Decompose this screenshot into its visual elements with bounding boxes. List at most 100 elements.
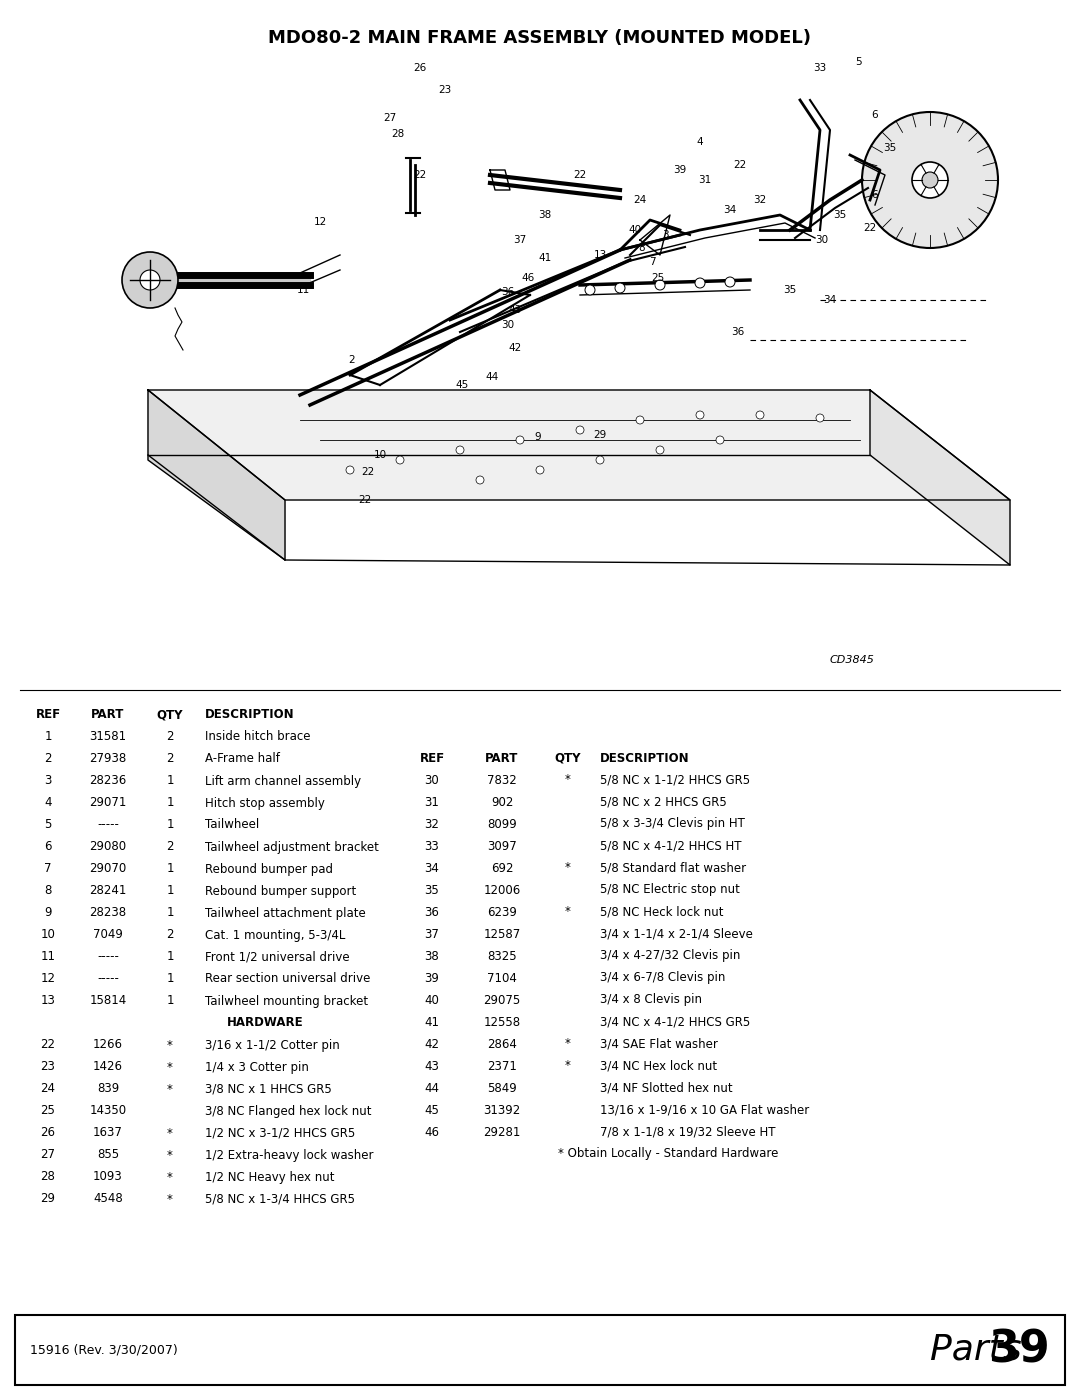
- Text: 1: 1: [166, 862, 174, 876]
- Text: 6239: 6239: [487, 905, 517, 918]
- Circle shape: [596, 455, 604, 464]
- Text: 35: 35: [883, 142, 896, 154]
- Text: Parts: Parts: [930, 1333, 1034, 1368]
- Text: 36: 36: [501, 286, 515, 298]
- Text: 3/4 NF Slotted hex nut: 3/4 NF Slotted hex nut: [600, 1081, 732, 1094]
- Text: 1093: 1093: [93, 1171, 123, 1183]
- Text: 4: 4: [44, 796, 52, 809]
- Text: 31392: 31392: [484, 1104, 521, 1116]
- Text: 1: 1: [166, 950, 174, 964]
- Text: 5/8 NC x 4-1/2 HHCS HT: 5/8 NC x 4-1/2 HHCS HT: [600, 840, 742, 852]
- Text: 43: 43: [424, 1059, 440, 1073]
- Text: 22: 22: [863, 224, 877, 233]
- Text: *: *: [167, 1171, 173, 1183]
- Text: 1: 1: [166, 796, 174, 809]
- Text: 23: 23: [438, 85, 451, 95]
- Text: 5/8 Standard flat washer: 5/8 Standard flat washer: [600, 862, 746, 875]
- Text: 902: 902: [490, 795, 513, 809]
- Text: 29281: 29281: [484, 1126, 521, 1139]
- Text: 10: 10: [374, 450, 387, 460]
- Polygon shape: [148, 390, 285, 560]
- Text: 15916 (Rev. 3/30/2007): 15916 (Rev. 3/30/2007): [30, 1344, 178, 1356]
- Text: 29070: 29070: [90, 862, 126, 876]
- Text: 44: 44: [424, 1081, 440, 1094]
- Text: 28236: 28236: [90, 774, 126, 788]
- Text: 1: 1: [166, 819, 174, 831]
- Text: 3/8 NC x 1 HHCS GR5: 3/8 NC x 1 HHCS GR5: [205, 1083, 332, 1095]
- Text: REF: REF: [419, 752, 445, 764]
- Text: * Obtain Locally - Standard Hardware: * Obtain Locally - Standard Hardware: [558, 1147, 779, 1161]
- Text: 33: 33: [813, 63, 826, 73]
- Text: 3: 3: [44, 774, 52, 788]
- Text: 3/4 NC x 4-1/2 HHCS GR5: 3/4 NC x 4-1/2 HHCS GR5: [600, 1016, 751, 1028]
- Text: 41: 41: [424, 1016, 440, 1028]
- Circle shape: [396, 455, 404, 464]
- Text: 28: 28: [41, 1171, 55, 1183]
- Text: 12558: 12558: [484, 1016, 521, 1028]
- Text: 22: 22: [414, 170, 427, 180]
- Text: 6: 6: [872, 190, 878, 200]
- Circle shape: [456, 446, 464, 454]
- Text: 39: 39: [673, 165, 687, 175]
- Text: 3/4 x 8 Clevis pin: 3/4 x 8 Clevis pin: [600, 993, 702, 1006]
- Text: 40: 40: [424, 993, 440, 1006]
- Text: 22: 22: [362, 467, 375, 476]
- Text: HARDWARE: HARDWARE: [227, 1017, 303, 1030]
- Circle shape: [576, 426, 584, 434]
- Circle shape: [922, 172, 939, 189]
- Text: 13/16 x 1-9/16 x 10 GA Flat washer: 13/16 x 1-9/16 x 10 GA Flat washer: [600, 1104, 809, 1116]
- Text: 2: 2: [166, 929, 174, 942]
- Text: 42: 42: [424, 1038, 440, 1051]
- Text: 30: 30: [424, 774, 440, 787]
- Text: 14350: 14350: [90, 1105, 126, 1118]
- Text: 1: 1: [166, 907, 174, 919]
- Text: 44: 44: [485, 372, 499, 381]
- Text: 3/4 x 6-7/8 Clevis pin: 3/4 x 6-7/8 Clevis pin: [600, 971, 726, 985]
- Text: 34: 34: [823, 295, 837, 305]
- Text: 30: 30: [501, 320, 514, 330]
- Text: 1/4 x 3 Cotter pin: 1/4 x 3 Cotter pin: [205, 1060, 309, 1073]
- Text: *: *: [565, 862, 571, 875]
- Text: 43: 43: [509, 305, 522, 314]
- Text: 1266: 1266: [93, 1038, 123, 1052]
- Text: 34: 34: [724, 205, 737, 215]
- Circle shape: [636, 416, 644, 425]
- Text: 9: 9: [535, 432, 541, 441]
- Text: PART: PART: [485, 752, 518, 764]
- Text: 35: 35: [783, 285, 797, 295]
- Text: 2: 2: [166, 731, 174, 743]
- Text: 22: 22: [359, 495, 372, 504]
- Text: 2: 2: [166, 841, 174, 854]
- Text: 3/4 x 4-27/32 Clevis pin: 3/4 x 4-27/32 Clevis pin: [600, 950, 741, 963]
- Text: 3/8 NC Flanged hex lock nut: 3/8 NC Flanged hex lock nut: [205, 1105, 372, 1118]
- Circle shape: [654, 279, 665, 291]
- Text: 7049: 7049: [93, 929, 123, 942]
- Text: 26: 26: [41, 1126, 55, 1140]
- Text: Hitch stop assembly: Hitch stop assembly: [205, 796, 325, 809]
- Text: MDO80-2 MAIN FRAME ASSEMBLY (MOUNTED MODEL): MDO80-2 MAIN FRAME ASSEMBLY (MOUNTED MOD…: [269, 29, 811, 47]
- Text: CD3845: CD3845: [831, 655, 875, 665]
- Text: DESCRIPTION: DESCRIPTION: [600, 752, 690, 764]
- Text: 46: 46: [522, 272, 535, 284]
- Text: 45: 45: [456, 380, 469, 390]
- Text: 855: 855: [97, 1148, 119, 1161]
- Circle shape: [140, 270, 160, 291]
- Text: 3: 3: [662, 231, 669, 240]
- Text: 25: 25: [41, 1105, 55, 1118]
- Polygon shape: [148, 390, 1010, 500]
- Circle shape: [696, 278, 705, 288]
- Text: 12: 12: [41, 972, 55, 985]
- Circle shape: [536, 467, 544, 474]
- Text: 11: 11: [41, 950, 55, 964]
- Text: 5/8 NC x 2 HHCS GR5: 5/8 NC x 2 HHCS GR5: [600, 795, 727, 809]
- Text: 13: 13: [41, 995, 55, 1007]
- Text: 29: 29: [593, 430, 607, 440]
- Text: 2371: 2371: [487, 1059, 517, 1073]
- Text: 22: 22: [733, 161, 746, 170]
- Text: *: *: [565, 1059, 571, 1073]
- Text: 3/4 x 1-1/4 x 2-1/4 Sleeve: 3/4 x 1-1/4 x 2-1/4 Sleeve: [600, 928, 753, 940]
- Text: 28238: 28238: [90, 907, 126, 919]
- Text: 41: 41: [538, 253, 552, 263]
- Text: 10: 10: [41, 929, 55, 942]
- Text: -----: -----: [97, 972, 119, 985]
